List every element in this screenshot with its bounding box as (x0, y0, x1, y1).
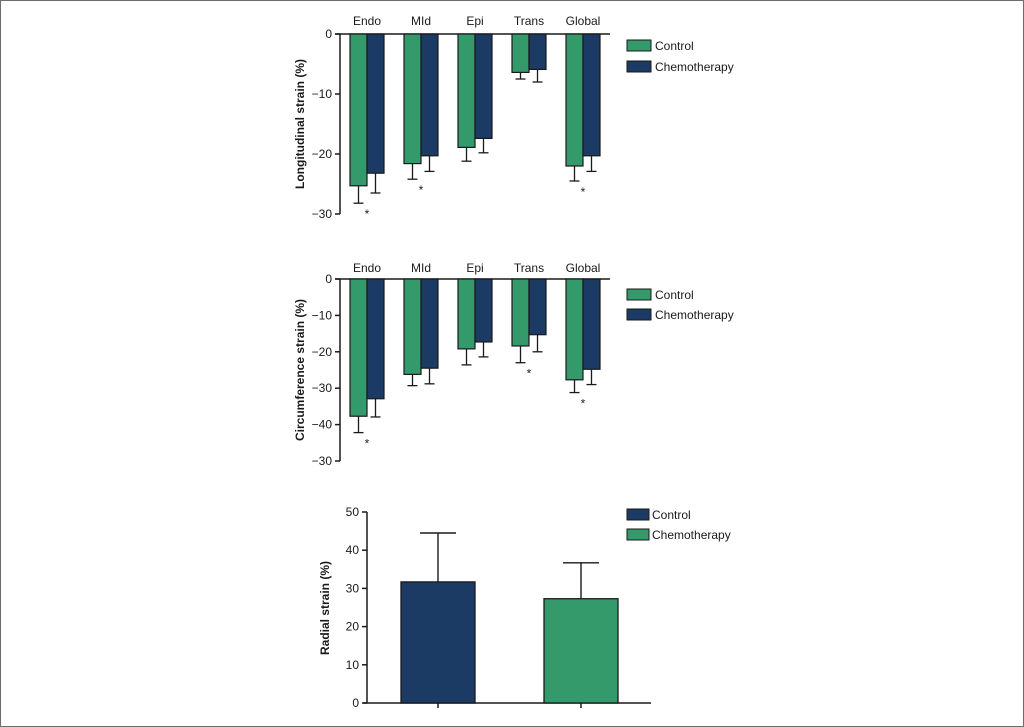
y-tick-label: 20 (346, 620, 360, 634)
bar-chemotherapy-endo (366, 278, 385, 400)
y-tick-label: −30 (312, 454, 333, 468)
bar-control-endo (349, 33, 368, 187)
significance-marker: * (419, 183, 424, 197)
longitudinal-y-axis-title: Longitudinal strain (%) (293, 59, 307, 189)
radial-y-axis-title: Radial strain (%) (318, 561, 332, 655)
bar-control-mid (403, 33, 422, 165)
bar-chemotherapy-epi (474, 33, 493, 140)
legend-label-chemotherapy: Chemotherapy (655, 60, 734, 74)
bar-chemotherapy-trans (528, 33, 547, 71)
legend-swatch-chemotherapy (626, 528, 650, 541)
significance-marker: * (365, 207, 370, 221)
y-tick-label: −30 (312, 207, 333, 221)
legend-label-chemotherapy: Chemotherapy (655, 308, 734, 322)
circumferential-y-axis-title: Circumference strain (%) (293, 299, 307, 441)
legend-swatch-chemotherapy (626, 308, 652, 321)
legend-swatch-control (626, 39, 652, 52)
y-tick-label: 50 (346, 505, 360, 519)
circumferential-strain-chart: Circumference strain (%) 0 −10 −20 −30 −40 −3… (293, 261, 734, 468)
legend-swatch-chemotherapy (626, 60, 652, 73)
y-tick-label: 40 (346, 543, 360, 557)
category-label: Endo (353, 261, 381, 275)
legend-label-control: Control (655, 288, 694, 302)
bar-control-trans (511, 278, 530, 347)
legend-swatch-control (626, 288, 652, 301)
y-tick-label: 30 (346, 581, 360, 595)
y-tick-label: −30 (312, 381, 333, 395)
legend-label-control: Control (655, 39, 694, 53)
bar-control-mid (403, 278, 422, 375)
y-tick-label: −10 (312, 87, 333, 101)
category-label: Global (566, 261, 601, 275)
bar-chemotherapy-epi (474, 278, 493, 343)
bar-chemotherapy-global (582, 278, 601, 370)
category-label: Epi (466, 14, 483, 28)
bar-chemotherapy-mid (420, 33, 439, 157)
longitudinal-bars: * * * (349, 33, 601, 221)
y-tick-label: −40 (312, 418, 333, 432)
bar-control-global (565, 33, 584, 167)
y-tick-label: 0 (325, 272, 332, 286)
bar-chemotherapy-endo (366, 33, 385, 174)
circumferential-legend: Control Chemotherapy (626, 288, 734, 322)
radial-legend: Control Chemotherapy (626, 508, 731, 542)
longitudinal-legend: Control Chemotherapy (626, 39, 734, 74)
radial-strain-chart: Radial strain (%) 0 10 20 30 40 50 Control Ch… (318, 505, 731, 710)
category-label: MId (411, 261, 431, 275)
bar-control-global (565, 278, 584, 381)
bar-chemotherapy-trans (528, 278, 547, 336)
bar-control-epi (457, 33, 476, 149)
radial-y-ticks: 0 10 20 30 40 50 (346, 505, 651, 710)
bar-radial-control (400, 581, 476, 704)
category-label: Trans (514, 14, 544, 28)
radial-bars (400, 532, 619, 704)
longitudinal-category-labels: Endo MId Epi Trans Global (353, 14, 600, 28)
bar-radial-chemotherapy (543, 598, 619, 704)
y-tick-label: 10 (346, 658, 360, 672)
legend-swatch-control (626, 508, 650, 521)
category-label: MId (411, 14, 431, 28)
category-label: Epi (466, 261, 483, 275)
legend-label-control: Control (652, 508, 691, 522)
y-tick-label: 0 (352, 696, 359, 710)
circumferential-bars: * * * (349, 278, 601, 451)
bar-control-epi (457, 278, 476, 350)
bar-chemotherapy-global (582, 33, 601, 157)
significance-marker: * (581, 397, 586, 411)
bar-control-trans (511, 33, 530, 74)
category-label: Trans (514, 261, 544, 275)
y-tick-label: −10 (312, 308, 333, 322)
y-tick-label: −20 (312, 147, 333, 161)
bar-control-endo (349, 278, 368, 417)
category-label: Endo (353, 14, 381, 28)
longitudinal-strain-chart: Longitudinal strain (%) 0 −10 −20 −30 Endo M… (293, 14, 734, 221)
significance-marker: * (581, 185, 586, 199)
circumferential-category-labels: Endo MId Epi Trans Global (353, 261, 600, 275)
significance-marker: * (365, 437, 370, 451)
category-label: Global (566, 14, 601, 28)
bar-chemotherapy-mid (420, 278, 439, 369)
y-tick-label: −20 (312, 345, 333, 359)
significance-marker: * (527, 367, 532, 381)
legend-label-chemotherapy: Chemotherapy (652, 528, 731, 542)
y-tick-label: 0 (325, 27, 332, 41)
